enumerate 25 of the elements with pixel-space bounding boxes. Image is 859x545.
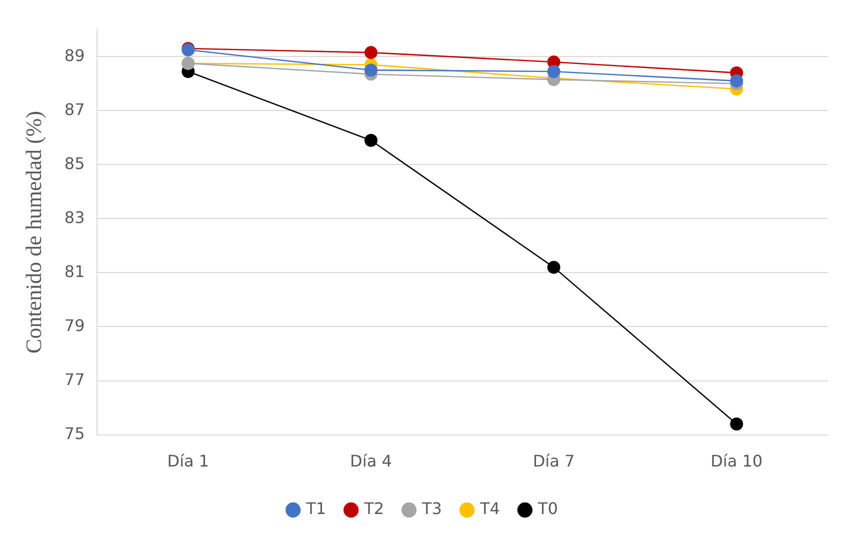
point: [547, 260, 560, 274]
x-tick-label: Día 1: [167, 452, 210, 471]
legend-label: T2: [363, 499, 384, 518]
legend-label: T3: [421, 499, 442, 518]
y-tick-label: 81: [64, 262, 85, 281]
legend-label: T1: [305, 499, 326, 518]
legend-label: T4: [478, 499, 500, 518]
y-axis-title: Contenido de humedad (%): [20, 110, 46, 354]
point: [364, 64, 378, 77]
point: [730, 74, 744, 88]
y-tick-label: 77: [64, 370, 85, 389]
point: [364, 46, 378, 60]
y-tick-label: 75: [64, 424, 85, 443]
y-tick-label: 87: [64, 100, 85, 119]
y-tick-label: 79: [64, 316, 85, 335]
y-tick-label: 89: [64, 46, 85, 65]
legend-label: T0: [536, 499, 558, 518]
point: [730, 417, 744, 430]
point: [364, 134, 378, 147]
x-tick-label: Día 10: [710, 452, 763, 471]
point: [547, 64, 560, 78]
x-tick-label: Día 7: [532, 452, 575, 471]
y-tick-label: 85: [64, 154, 85, 173]
x-tick-label: Día 4: [350, 452, 392, 471]
y-tick-label: 83: [64, 208, 85, 227]
